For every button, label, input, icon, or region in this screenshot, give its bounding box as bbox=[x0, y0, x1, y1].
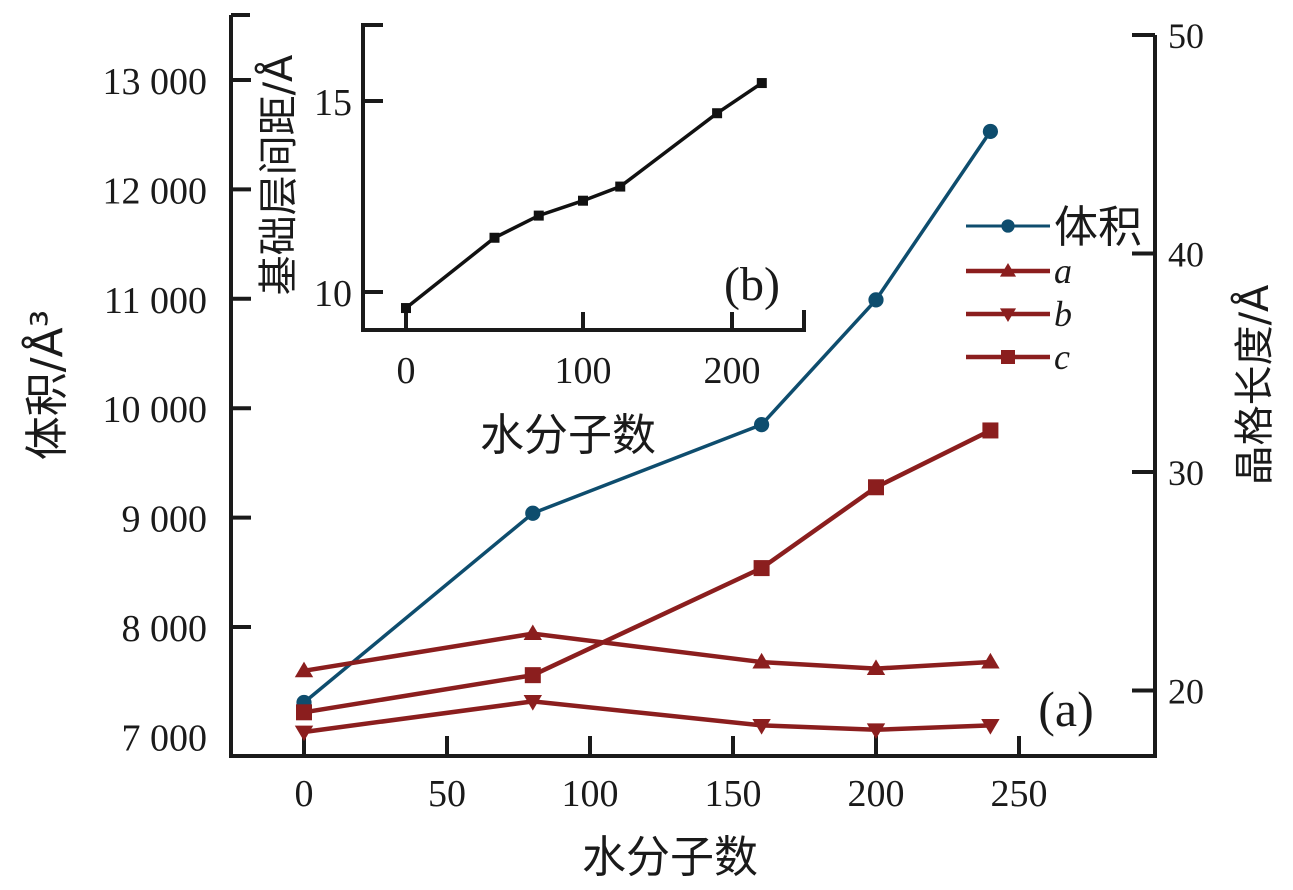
data-point-a bbox=[752, 652, 771, 669]
data-point-basal-spacing bbox=[578, 195, 588, 206]
legend-label: c bbox=[1054, 337, 1070, 377]
data-point-basal-spacing bbox=[756, 78, 767, 89]
series-line-a bbox=[303, 631, 991, 674]
inset-x-tick-label: 0 bbox=[397, 350, 416, 392]
data-point-a bbox=[294, 661, 314, 678]
main-y-left-tick-label: 7 000 bbox=[122, 717, 208, 759]
main-y-left-axis-title: 体积/Å³ bbox=[20, 310, 73, 461]
main-x-tick-label: 200 bbox=[848, 773, 905, 815]
series-basal-spacing bbox=[401, 78, 767, 314]
data-point-volume bbox=[982, 123, 999, 140]
data-point-c bbox=[982, 422, 999, 439]
main-panel-label: (a) bbox=[1038, 681, 1094, 737]
data-point-basal-spacing bbox=[615, 181, 626, 192]
inset-x-tick-label: 200 bbox=[704, 350, 761, 392]
inset-y-tick-label: 10 bbox=[314, 273, 352, 315]
main-y-right-tick-label: 50 bbox=[1168, 16, 1204, 56]
legend-marker bbox=[999, 262, 1017, 277]
main-y-left-tick-label: 12 000 bbox=[103, 170, 208, 212]
data-point-basal-spacing bbox=[712, 108, 723, 119]
data-point-b bbox=[752, 719, 771, 735]
data-point-volume bbox=[868, 292, 884, 308]
data-point-a bbox=[866, 659, 886, 676]
main-y-left-tick-label: 13 000 bbox=[103, 61, 208, 103]
data-point-volume bbox=[525, 505, 541, 521]
legend-label: b bbox=[1054, 294, 1072, 334]
data-point-b bbox=[294, 725, 314, 742]
inset-background bbox=[364, 24, 806, 330]
legend-label: a bbox=[1054, 251, 1072, 291]
series-a bbox=[294, 624, 1000, 678]
main-x-tick-label: 250 bbox=[991, 773, 1048, 815]
data-point-a bbox=[981, 652, 1000, 669]
main-x-tick-label: 100 bbox=[562, 773, 619, 815]
inset-x-axis-title: 水分子数 bbox=[480, 410, 656, 461]
inset-series bbox=[401, 78, 767, 314]
inset-y-tick-label: 15 bbox=[314, 82, 352, 124]
data-point-basal-spacing bbox=[489, 232, 500, 243]
data-point-c bbox=[296, 704, 312, 721]
main-x-tick-label: 0 bbox=[295, 773, 314, 815]
legend-item-c: c bbox=[966, 337, 1070, 377]
data-point-c bbox=[753, 560, 770, 577]
main-y-right-axis-title: 晶格长度/Å bbox=[1230, 284, 1278, 485]
inset-y-axis-title: 基础层间距/Å bbox=[254, 54, 302, 295]
main-y-left-tick-label: 11 000 bbox=[104, 280, 207, 322]
series-line-b bbox=[303, 699, 991, 735]
main-y-left-tick-label: 8 000 bbox=[122, 608, 208, 650]
inset-plot-area bbox=[364, 24, 806, 330]
inset-axes: 10 15 0 100 200 bbox=[314, 23, 806, 392]
series-b bbox=[294, 694, 1000, 742]
main-y-right-tick-label: 30 bbox=[1168, 453, 1204, 493]
data-point-b bbox=[523, 694, 542, 711]
main-axes: 7 000 8 000 9 000 10 000 11 000 12 000 13 000 2… bbox=[103, 13, 1204, 815]
legend-item-a: a bbox=[966, 251, 1072, 291]
data-point-b bbox=[866, 723, 886, 739]
main-series bbox=[294, 123, 1000, 742]
legend-item-b: b bbox=[966, 294, 1072, 334]
data-point-a bbox=[523, 624, 542, 641]
data-point-b bbox=[981, 719, 1000, 735]
main-x-axis-title: 水分子数 bbox=[582, 832, 758, 883]
series-volume bbox=[296, 123, 999, 711]
main-x-tick-label: 50 bbox=[428, 773, 466, 815]
data-point-basal-spacing bbox=[401, 303, 411, 314]
legend-marker bbox=[999, 308, 1017, 323]
legend-marker bbox=[1001, 219, 1015, 233]
main-x-tick-label: 150 bbox=[705, 773, 762, 815]
legend-label: 体积 bbox=[1054, 202, 1142, 253]
data-point-volume bbox=[754, 417, 770, 433]
main-y-right-tick-label: 40 bbox=[1168, 234, 1204, 274]
data-point-c bbox=[868, 479, 884, 496]
data-point-c bbox=[524, 667, 541, 684]
inset-x-tick-label: 100 bbox=[555, 350, 612, 392]
legend-item-volume: 体积 bbox=[966, 202, 1142, 253]
series-c bbox=[296, 422, 999, 721]
main-y-left-tick-label: 9 000 bbox=[122, 499, 208, 541]
main-y-left-tick-label: 10 000 bbox=[103, 389, 208, 431]
inset-panel-label: (b) bbox=[724, 258, 780, 311]
legend-marker bbox=[1001, 350, 1015, 364]
data-point-basal-spacing bbox=[533, 210, 544, 221]
main-y-right-tick-label: 20 bbox=[1168, 671, 1204, 711]
